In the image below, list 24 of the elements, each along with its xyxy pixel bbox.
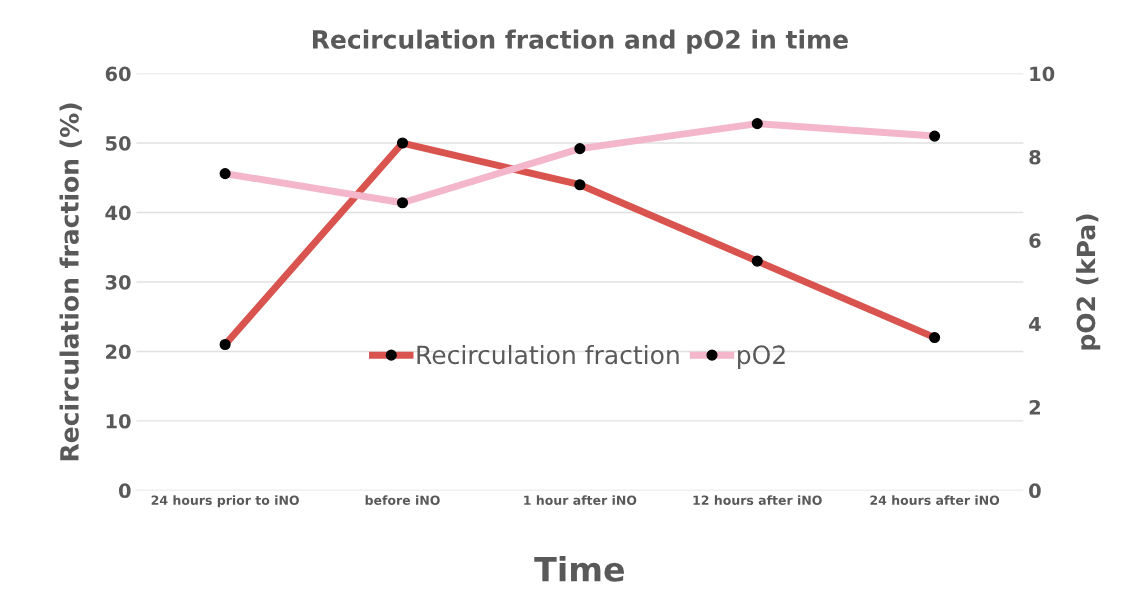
y2-tick-label: 4 [1029,316,1041,332]
y-tick-label: 50 [106,135,131,151]
y2-tick-label: 8 [1029,149,1041,165]
y-tick-label: 40 [105,205,131,221]
y-tick-label: 20 [106,344,131,360]
x-tick-label: before iNO [365,495,440,505]
x-tick-label: 24 hours after iNO [870,495,1000,505]
legend-label: pO2 [738,345,785,370]
x-tick-label: 12 hours after iNO [693,495,822,505]
y2-tick-label: 2 [1029,399,1040,415]
y-tick-label: 60 [105,66,131,82]
y-axis-title: Recirculation fraction (%) [59,103,82,461]
x-tick-label: 24 hours prior to iNO [151,495,299,508]
y2-tick-label: 0 [1029,483,1041,499]
y2-tick-label: 6 [1029,233,1041,248]
legend-label: Recirculation fraction [417,344,679,365]
y-tick-label: 0 [118,483,131,499]
x-tick-label: 1 hour after iNO [524,495,637,505]
y-tick-label: 30 [105,274,131,290]
x-axis-title: Time [534,555,625,582]
y-tick-label: 10 [106,413,131,429]
chart-title: Recirculation fraction and pO2 in time [312,29,848,54]
y2-axis-title: pO2 (kPa) [1076,214,1101,350]
y2-tick-label: 10 [1030,66,1055,82]
